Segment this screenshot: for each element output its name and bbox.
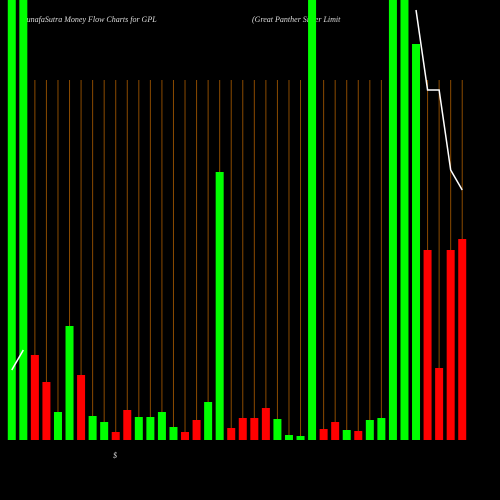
bar [377, 418, 386, 440]
chart-title: MunafaSutra Money Flow Charts for GPL [19, 15, 157, 24]
annotation: $ [113, 451, 117, 460]
bar [181, 432, 190, 440]
bar [53, 412, 62, 440]
bar [204, 402, 213, 440]
bar [308, 0, 317, 440]
bar [192, 420, 201, 440]
money-flow-line [11, 9, 463, 371]
bar [250, 418, 259, 440]
bar [388, 0, 397, 440]
bar [65, 326, 74, 440]
bar [42, 382, 51, 440]
bar [412, 44, 421, 440]
bar [123, 410, 132, 440]
bar [261, 408, 270, 440]
bar [30, 355, 39, 440]
bar [400, 0, 409, 440]
bar [7, 0, 16, 440]
bar [458, 239, 467, 440]
bar [88, 416, 97, 440]
bar [331, 422, 340, 440]
bar [111, 432, 120, 440]
bar [146, 417, 155, 440]
bar [284, 435, 293, 440]
bar [227, 428, 236, 440]
bar [342, 430, 351, 440]
bar [319, 429, 328, 440]
bar [100, 422, 109, 440]
bar [354, 431, 363, 440]
bar [423, 250, 432, 440]
bar [296, 436, 305, 440]
bar [215, 172, 224, 440]
bar [157, 412, 166, 440]
bar [273, 419, 282, 440]
bar [365, 420, 374, 440]
bar [19, 0, 28, 440]
bar [435, 368, 444, 440]
bar [238, 418, 247, 440]
bar [134, 417, 143, 440]
bar [446, 250, 455, 440]
bar [169, 427, 178, 440]
chart-subtitle: (Great Panther Silver Limit [252, 15, 341, 24]
bar [77, 375, 86, 440]
